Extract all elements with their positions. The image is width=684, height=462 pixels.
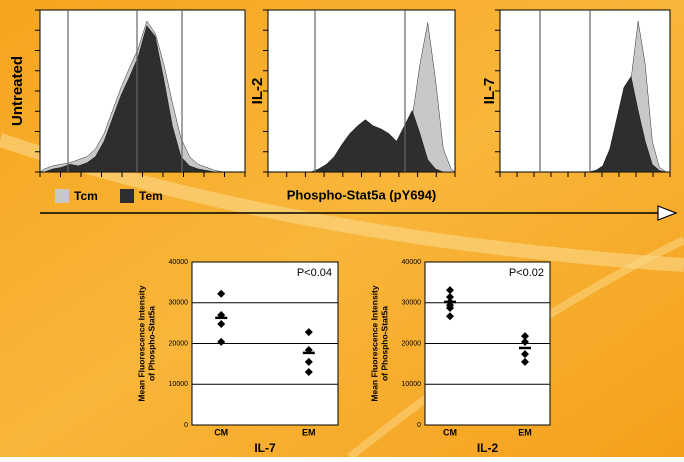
dot xyxy=(446,312,454,321)
dot xyxy=(446,286,454,295)
dot xyxy=(304,368,313,377)
x-tick-label: EM xyxy=(302,427,316,437)
x-axis-label: Phospho-Stat5a (pY694) xyxy=(287,187,437,202)
y-axis-label: Mean Fluorescence Intensity xyxy=(136,285,146,401)
y-tick-label: 0 xyxy=(417,422,421,429)
dot xyxy=(304,328,313,337)
histogram-area xyxy=(268,109,455,173)
arrow-head xyxy=(657,205,678,221)
y-tick-label: 20000 xyxy=(402,340,422,347)
y-axis-label: of Phospho-Stat5a xyxy=(146,306,156,381)
y-axis-label: of Phospho-Stat5a xyxy=(379,306,389,381)
dot xyxy=(521,337,529,346)
histogram-area xyxy=(500,76,670,173)
y-tick-label: 0 xyxy=(184,422,188,429)
y-tick-label: 30000 xyxy=(402,300,422,307)
legend-swatch xyxy=(55,189,69,203)
dot xyxy=(446,304,454,313)
x-tick-label: CM xyxy=(214,427,228,437)
y-axis-label: Mean Fluorescence Intensity xyxy=(369,285,379,401)
panel-label: IL-2 xyxy=(249,78,266,105)
legend-label: Tcm xyxy=(74,189,98,203)
y-tick-label: 30000 xyxy=(169,300,189,307)
dot xyxy=(521,350,529,359)
annotation: P<0.04 xyxy=(297,267,332,279)
dot xyxy=(217,337,226,346)
y-tick-label: 10000 xyxy=(402,381,422,388)
panel-label: Untreated xyxy=(9,56,26,126)
dot xyxy=(217,319,226,328)
x-axis-label: IL-7 xyxy=(254,441,276,455)
legend-swatch xyxy=(120,189,134,203)
x-tick-label: CM xyxy=(443,427,457,437)
y-tick-label: 20000 xyxy=(169,340,189,347)
y-tick-label: 10000 xyxy=(169,381,189,388)
y-tick-label: 40000 xyxy=(402,259,422,266)
dot xyxy=(217,289,226,298)
legend-label: Tem xyxy=(139,189,163,203)
y-tick-label: 40000 xyxy=(169,259,189,266)
annotation: P<0.02 xyxy=(509,267,544,279)
dot xyxy=(304,357,313,366)
dot xyxy=(446,293,454,302)
panel-label: IL-7 xyxy=(481,78,498,105)
dot xyxy=(521,332,529,341)
x-tick-label: EM xyxy=(518,427,532,437)
x-axis-label: IL-2 xyxy=(477,441,499,455)
dot xyxy=(521,357,529,366)
histogram-area xyxy=(40,25,245,173)
